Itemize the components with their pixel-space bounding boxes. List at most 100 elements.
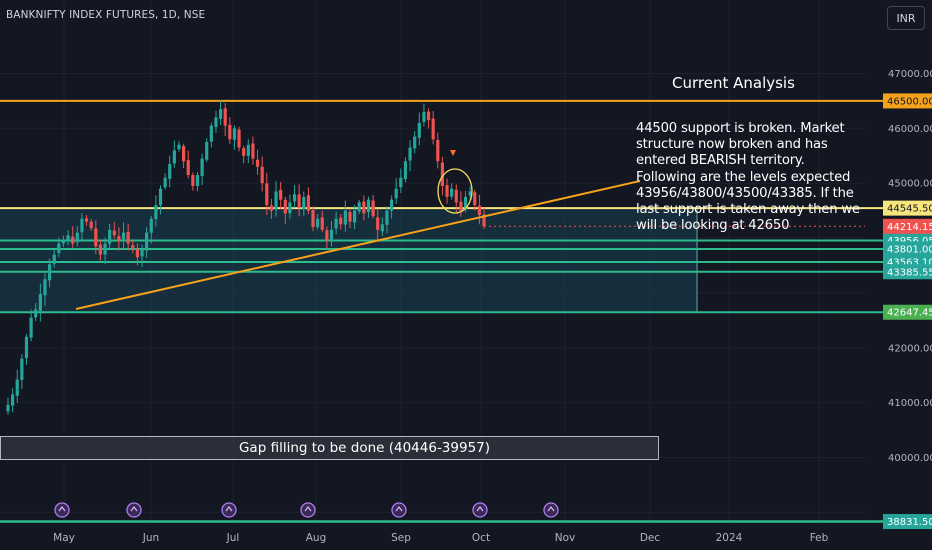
- candle: [228, 117, 232, 144]
- candle: [6, 397, 10, 415]
- event-marker-icon: [391, 502, 407, 518]
- candle: [98, 239, 103, 261]
- candle: [348, 208, 352, 229]
- candle: [43, 273, 47, 306]
- candle: [112, 221, 116, 239]
- price-label-bg: [883, 514, 932, 530]
- axes: 47000.00 46000.00 45000.00 42000.00 41000.00…: [53, 69, 932, 544]
- candle: [140, 244, 144, 268]
- candle: [376, 208, 380, 240]
- candle: [255, 149, 260, 175]
- candle: [242, 145, 246, 164]
- candle: [413, 131, 417, 154]
- price-label: 44545.50: [887, 204, 932, 215]
- candle: [343, 200, 347, 232]
- candle: [214, 110, 218, 133]
- event-marker-icon: [472, 502, 488, 518]
- candle: [302, 191, 306, 216]
- candle: [436, 132, 440, 169]
- candle: [131, 240, 135, 254]
- candle: [477, 194, 481, 225]
- x-tick-label: May: [53, 532, 75, 544]
- x-tick-label: Dec: [640, 532, 661, 544]
- price-label: 46500.00: [887, 96, 932, 107]
- analysis-title: Current Analysis: [672, 74, 795, 92]
- support-zone: [0, 208, 697, 313]
- candle: [403, 157, 408, 183]
- y-tick-label: 41000.00: [888, 398, 932, 409]
- candle: [11, 388, 15, 413]
- candle: [108, 223, 112, 249]
- candle: [66, 230, 70, 246]
- candle: [24, 333, 29, 365]
- candle: [274, 181, 278, 217]
- candle: [385, 206, 389, 234]
- candle: [29, 309, 33, 342]
- candle: [450, 183, 454, 200]
- candle: [325, 226, 329, 249]
- price-label-bg: [883, 241, 932, 257]
- candle: [200, 153, 204, 185]
- event-marker-icon: [221, 502, 237, 518]
- candle: [117, 227, 121, 251]
- candle: [149, 215, 153, 244]
- price-label: 43956.05: [887, 236, 932, 247]
- event-marker-icon: [126, 502, 142, 518]
- candle: [47, 258, 52, 288]
- candle: [269, 198, 274, 219]
- candle: [38, 283, 42, 322]
- price-label: 43385.55: [887, 267, 932, 278]
- x-tick-label: Feb: [810, 532, 829, 544]
- candle: [246, 139, 250, 163]
- candle: [71, 226, 75, 248]
- candle: [209, 122, 213, 148]
- candle: [126, 223, 130, 251]
- candle: [89, 218, 93, 231]
- candle: [283, 196, 287, 225]
- candle: [445, 178, 449, 204]
- x-tick-label: Sep: [391, 532, 411, 544]
- candle: [145, 227, 149, 258]
- candle: [218, 100, 223, 126]
- candle: [163, 173, 167, 190]
- event-marker-icon: [543, 502, 559, 518]
- candle: [52, 249, 56, 268]
- x-tick-label: Nov: [555, 532, 576, 544]
- candle: [260, 156, 264, 192]
- x-tick-label: Oct: [472, 532, 490, 544]
- candle: [316, 213, 320, 230]
- candle: [75, 226, 79, 247]
- candle: [158, 185, 163, 215]
- candle: [366, 196, 371, 218]
- candle: [237, 126, 241, 152]
- price-label-bg: [883, 264, 932, 280]
- candle: [371, 194, 375, 219]
- candle: [135, 243, 139, 266]
- candle: [288, 194, 292, 219]
- candle: [408, 140, 412, 172]
- candle: [339, 214, 343, 230]
- currency-button[interactable]: INR: [887, 6, 925, 30]
- candle: [103, 237, 107, 265]
- event-marker-icon: [54, 502, 70, 518]
- candle: [251, 136, 255, 165]
- gap-note: Gap filling to be done (40446-39957): [0, 436, 659, 460]
- y-tick-label: 40000.00: [888, 453, 932, 464]
- candle: [389, 195, 394, 219]
- price-label: 42647.45: [887, 308, 932, 319]
- candle: [223, 103, 227, 136]
- y-tick-label: 46000.00: [888, 124, 932, 135]
- chart-title: BANKNIFTY INDEX FUTURES, 1D, NSE: [6, 9, 206, 21]
- candle: [57, 237, 61, 258]
- gap-note-text: Gap filling to be done (40446-39957): [238, 440, 491, 456]
- y-tick-label: 45000.00: [888, 179, 932, 190]
- level-zones: [0, 208, 698, 313]
- candle: [468, 186, 472, 201]
- candle: [154, 195, 158, 227]
- candle: [94, 220, 98, 255]
- candle: [191, 172, 195, 191]
- candle: [473, 189, 477, 211]
- x-tick-label: Jul: [226, 532, 240, 544]
- candle: [182, 143, 186, 169]
